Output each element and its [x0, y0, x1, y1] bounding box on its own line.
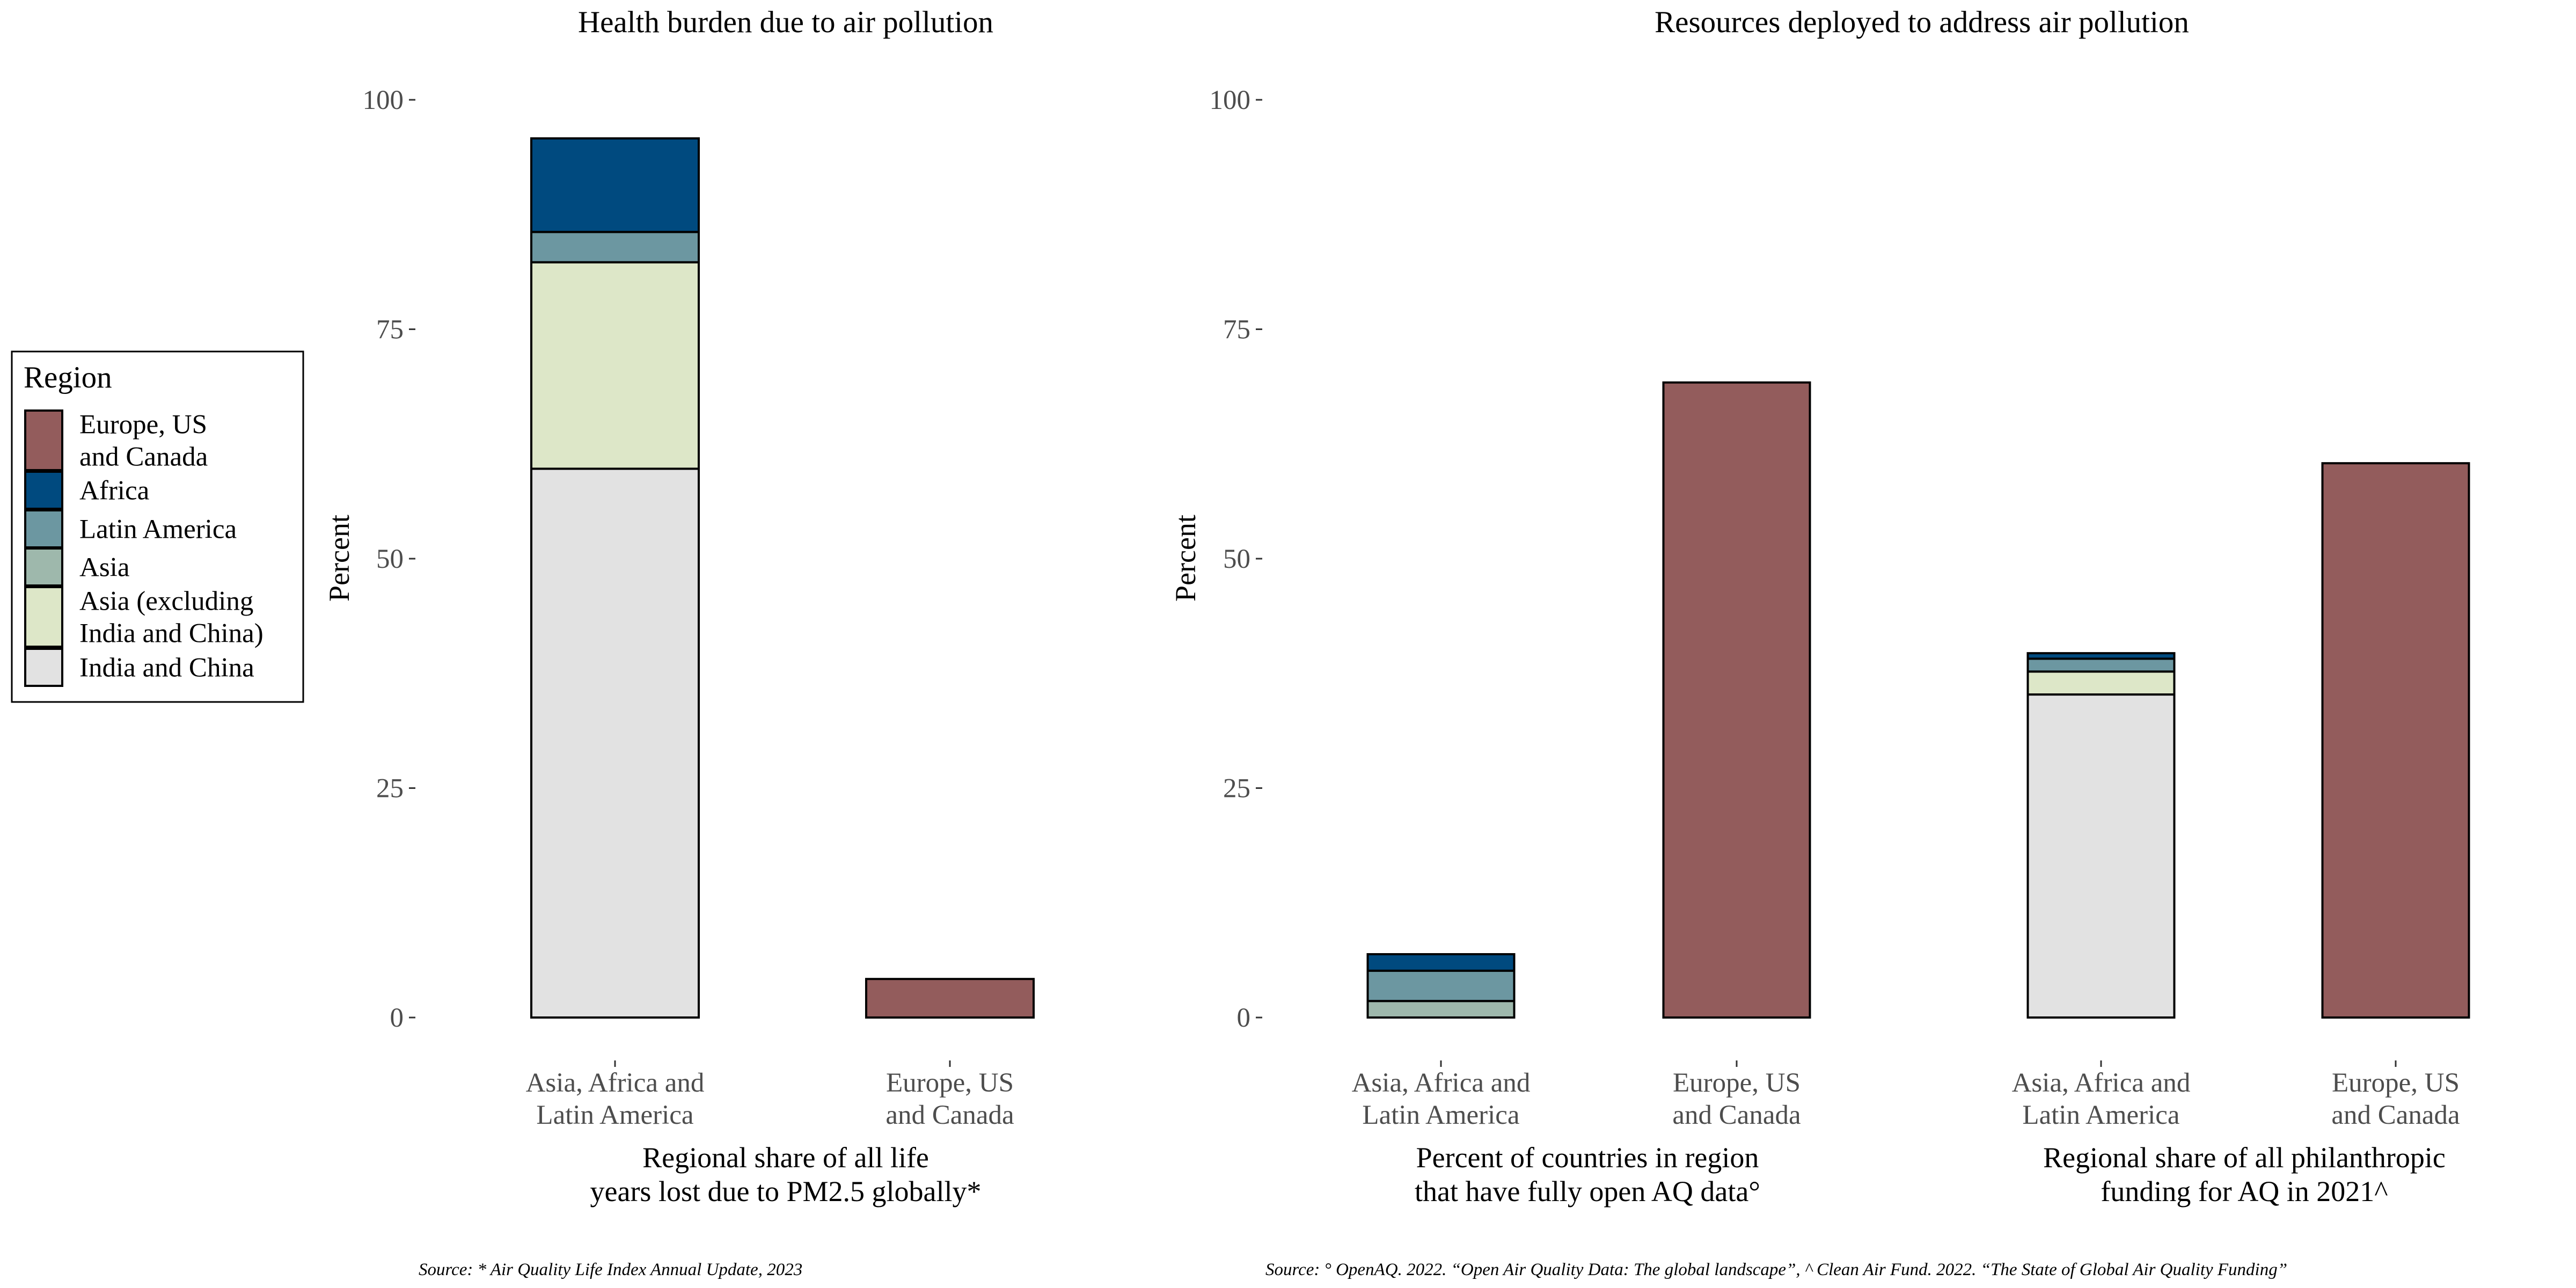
x-tick-label: Europe, US and Canada — [2331, 1068, 2460, 1130]
bar-segment — [530, 467, 700, 1019]
y-axis-title: Percent — [1169, 515, 1202, 602]
legend-label: Africa — [79, 476, 149, 506]
x-axis: Asia, Africa and Latin America Europe, US a… — [526, 1060, 1014, 1208]
panel-resources-deployed: Resources deployed to address air pollut… — [1169, 5, 2470, 1279]
legend-label: Europe, US and Canada — [79, 410, 208, 472]
x-tick-label: Asia, Africa and Latin America — [1352, 1068, 1531, 1130]
legend-label: India and China — [79, 653, 254, 683]
legend-key — [24, 547, 63, 587]
x-axis: Asia, Africa and Latin America Europe, US a… — [1352, 1060, 2460, 1208]
y-tick-label: 75 — [376, 315, 404, 345]
y-tick-label: 50 — [376, 544, 404, 574]
bar-segment — [2026, 693, 2176, 1019]
bars — [1366, 381, 2470, 1019]
x-tick-label: Europe, US and Canada — [1672, 1068, 1801, 1130]
bars — [530, 137, 1035, 1019]
x-tick-label: Asia, Africa and Latin America — [526, 1068, 705, 1130]
bar-segment — [1366, 1000, 1516, 1019]
legend-label: Latin America — [79, 515, 237, 545]
legend-key — [24, 509, 63, 548]
bar-segment — [1366, 969, 1516, 1002]
group-label: Percent of countries in region that have … — [1415, 1141, 1760, 1208]
source-note: Source: ° OpenAQ. 2022. “Open Air Qualit… — [1265, 1260, 2287, 1279]
bar-segment — [530, 261, 700, 470]
y-tick-label: 50 — [1223, 544, 1250, 574]
bar-segment — [2321, 462, 2470, 1019]
legend-key — [24, 586, 63, 648]
legend-key — [24, 471, 63, 510]
x-tick-label: Europe, US and Canada — [885, 1068, 1014, 1130]
bar-segment — [2026, 670, 2176, 696]
source-note: Source: * Air Quality Life Index Annual … — [419, 1260, 802, 1279]
legend-items: Europe, US and Canada Africa Latin America A… — [24, 409, 264, 687]
y-tick-label: 100 — [1210, 85, 1251, 115]
y-tick-label: 100 — [363, 85, 404, 115]
y-tick-label: 0 — [390, 1003, 404, 1033]
y-tick-label: 25 — [376, 774, 404, 804]
y-tick-label: 75 — [1223, 315, 1250, 345]
panel-title: Resources deployed to address air pollut… — [1655, 5, 2189, 39]
y-axis: 0 25 50 75 100 — [1210, 85, 1262, 1033]
bar-segment — [1662, 381, 1811, 1019]
legend-key — [24, 648, 63, 687]
bar-segment — [530, 231, 700, 264]
legend-key — [24, 409, 63, 471]
bar-segment — [2026, 657, 2176, 673]
legend-label: Asia — [79, 553, 129, 583]
y-tick-label: 25 — [1223, 774, 1250, 804]
y-tick-label: 0 — [1237, 1003, 1251, 1033]
bar-segment — [2026, 652, 2176, 660]
bar-segment — [865, 978, 1035, 1019]
legend-title: Region — [24, 361, 112, 394]
panel-title: Health burden due to air pollution — [578, 5, 993, 39]
panel-health-burden: Health burden due to air pollution Perce… — [323, 5, 1035, 1279]
x-tick-label: Asia, Africa and Latin America — [2012, 1068, 2191, 1130]
legend: Region Europe, US and Canada Africa Latin A… — [11, 350, 304, 703]
y-axis-title: Percent — [323, 515, 355, 602]
bar-segment — [530, 137, 700, 233]
group-label: Regional share of all life years lost due… — [590, 1141, 982, 1208]
group-label: Regional share of all philanthropic fundi… — [2043, 1141, 2446, 1208]
legend-label: Asia (excluding India and China) — [79, 587, 264, 649]
bar-segment — [1366, 953, 1516, 972]
y-axis: 0 25 50 75 100 — [363, 85, 415, 1033]
